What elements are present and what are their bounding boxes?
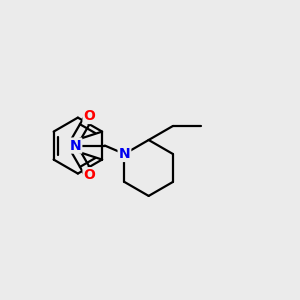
Text: N: N (118, 147, 130, 161)
Text: O: O (83, 109, 95, 123)
Text: O: O (83, 168, 95, 182)
Text: N: N (70, 139, 81, 153)
